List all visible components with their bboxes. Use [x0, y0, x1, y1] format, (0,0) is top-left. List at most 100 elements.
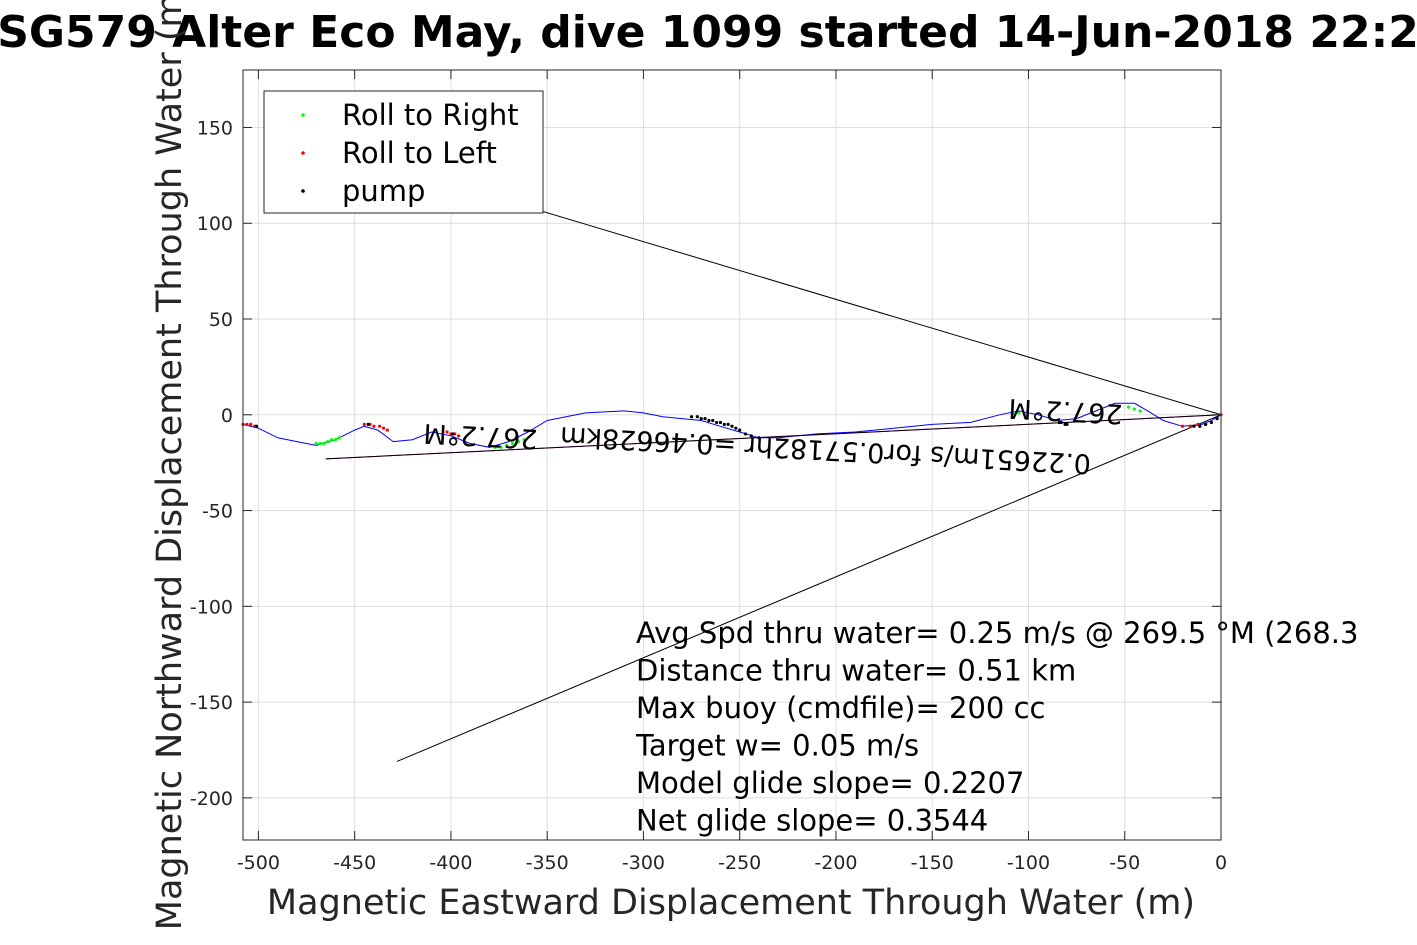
point-pump: [718, 420, 723, 425]
point-roll-to-left: [457, 434, 461, 438]
point-roll-to-right: [1138, 409, 1142, 413]
point-roll-to-right: [493, 445, 497, 449]
point-roll-to-left: [1180, 424, 1185, 428]
point-pump: [707, 418, 711, 423]
point-roll-to-right: [522, 438, 526, 442]
point-pump: [749, 434, 753, 438]
point-roll-to-left: [245, 422, 249, 426]
y-tick-label: 0: [221, 405, 233, 427]
point-roll-to-right: [1017, 411, 1021, 415]
point-roll-to-right: [318, 441, 322, 446]
point-pump: [743, 432, 748, 436]
point-roll-to-right: [516, 439, 520, 444]
point-pump: [1209, 420, 1213, 425]
stats-line: Max buoy (cmdfile)= 200 cc: [636, 691, 1045, 725]
legend-label-pump: pump: [342, 174, 425, 208]
point-roll-to-right: [1023, 413, 1027, 417]
chart-title: SG579 Alter Eco May, dive 1099 started 1…: [0, 7, 1417, 58]
legend-box: [263, 90, 544, 214]
series-line-upper-bound: [498, 197, 1222, 416]
point-pump: [703, 417, 707, 421]
x-tick-label: -100: [1007, 852, 1050, 874]
point-pump: [366, 422, 370, 426]
point-pump: [254, 424, 259, 428]
y-tick-label: -100: [190, 596, 233, 618]
series-line-model-track: [325, 414, 1222, 460]
point-roll-to-right: [1011, 411, 1015, 415]
x-tick-label: -50: [1109, 852, 1140, 874]
point-roll-to-left: [385, 428, 389, 432]
point-roll-to-right: [505, 443, 509, 448]
point-roll-to-right: [499, 445, 503, 449]
point-pump: [714, 420, 719, 425]
point-pump: [1192, 424, 1196, 428]
point-pump: [730, 424, 734, 428]
x-tick-label: -400: [429, 852, 472, 874]
point-pump: [1065, 422, 1069, 426]
point-roll-to-right: [329, 438, 334, 442]
y-tick-label: 50: [209, 309, 233, 331]
point-pump: [1198, 424, 1202, 428]
stats-line: Target w= 0.05 m/s: [635, 729, 919, 763]
point-pump: [734, 426, 738, 430]
stats-line: Avg Spd thru water= 0.25 m/s @ 269.5 °M …: [636, 616, 1358, 650]
tick-labels: -500 -450 -400 -350 -300 -250 -200 -150 -100 -50 0…: [190, 117, 1227, 874]
x-tick-label: -300: [622, 852, 665, 874]
series-line-lower-bound: [396, 414, 1222, 762]
legend-label-roll-right: Roll to Right: [342, 98, 519, 132]
point-roll-to-left: [378, 424, 382, 428]
y-tick-label: -150: [190, 692, 233, 714]
point-pump: [451, 432, 455, 436]
x-tick-label: -200: [814, 852, 857, 874]
point-pump: [1215, 417, 1219, 421]
point-pump: [757, 436, 761, 440]
point-roll-to-left: [445, 430, 449, 434]
point-roll-to-right: [337, 436, 341, 440]
point-roll-to-left: [249, 422, 253, 426]
point-roll-to-left: [1188, 424, 1192, 428]
y-tick-label: 150: [197, 117, 233, 139]
y-tick-label: -50: [202, 501, 233, 523]
point-pump: [726, 422, 730, 426]
heading-label-left: 267.2°M: [423, 417, 539, 454]
stats-line: Distance thru water= 0.51 km: [636, 654, 1076, 688]
ticks: [243, 70, 1222, 840]
x-tick-label: -250: [718, 852, 761, 874]
point-pump: [738, 428, 742, 432]
data-points: [241, 405, 1223, 449]
legend: Roll to Right Roll to Left pump: [263, 90, 544, 214]
y-tick-label: -200: [190, 788, 233, 810]
x-tick-label: -150: [911, 852, 954, 874]
point-pump: [711, 418, 715, 423]
x-axis-label: Magnetic Eastward Displacement Through W…: [267, 883, 1195, 923]
stats-line: Model glide slope= 0.2207: [636, 766, 1024, 800]
series-line-glider-track: [242, 402, 1222, 448]
point-roll-to-left: [372, 424, 376, 428]
stats-line: Net glide slope= 0.3544: [636, 804, 988, 838]
point-pump: [699, 417, 703, 421]
x-tick-label: 0: [1215, 852, 1227, 874]
grid: [243, 70, 1222, 840]
y-axis-label: Magnetic Northward Displacement Through …: [150, 0, 190, 930]
data-lines: [242, 197, 1222, 762]
point-roll-to-left: [381, 426, 386, 430]
x-tick-label: -500: [237, 852, 280, 874]
point-roll-to-right: [314, 441, 318, 446]
plot-frame: [242, 69, 1222, 841]
point-pump: [722, 422, 726, 426]
point-roll-to-right: [333, 438, 338, 442]
legend-label-roll-left: Roll to Left: [342, 136, 497, 170]
point-pump: [1059, 420, 1063, 425]
x-tick-label: -450: [333, 852, 376, 874]
y-tick-label: 100: [197, 213, 233, 235]
point-pump: [695, 415, 699, 419]
point-roll-to-right: [322, 441, 326, 446]
point-roll-to-right: [326, 439, 330, 444]
stats-block: Avg Spd thru water= 0.25 m/s @ 269.5 °M …: [635, 616, 1358, 838]
legend-marker-roll-right: [301, 113, 305, 117]
point-roll-to-right: [510, 441, 515, 446]
point-roll-to-right: [1132, 407, 1136, 411]
point-pump: [1203, 422, 1208, 426]
point-roll-to-right: [1126, 405, 1131, 409]
